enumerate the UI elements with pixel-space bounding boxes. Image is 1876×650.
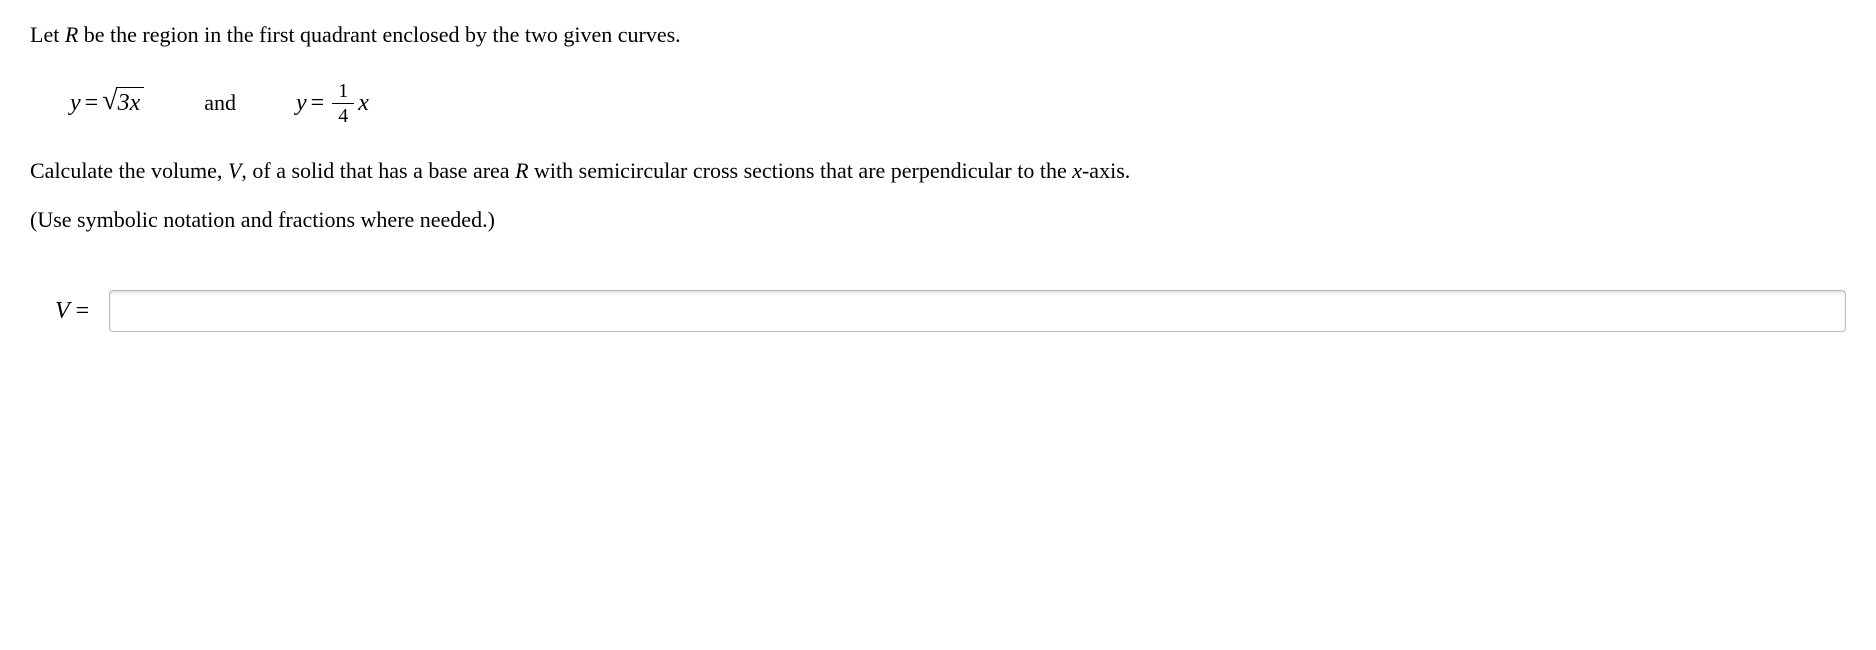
instr-prefix: Calculate the volume, xyxy=(30,158,228,183)
fraction-numerator: 1 xyxy=(332,81,354,104)
eq2-rhs-var: x xyxy=(358,87,369,121)
intro-suffix: be the region in the first quadrant encl… xyxy=(78,22,680,47)
answer-equals: = xyxy=(70,298,90,324)
answer-row: V = xyxy=(55,290,1846,332)
sqrt-expression: √ 3x xyxy=(102,87,144,119)
instr-mid1: , of a solid that has a base area xyxy=(241,158,515,183)
equation-connector: and xyxy=(204,88,236,119)
equation-2: y = 1 4 x xyxy=(296,81,369,126)
region-variable-2: R xyxy=(515,158,528,183)
sqrt-content: 3x xyxy=(116,87,145,119)
equations-row: y = √ 3x and y = 1 4 x xyxy=(70,81,1846,126)
eq2-lhs: y xyxy=(296,87,307,121)
equation-1: y = √ 3x xyxy=(70,87,144,121)
problem-intro: Let R be the region in the first quadran… xyxy=(30,20,1846,51)
instr-suffix: -axis. xyxy=(1082,158,1130,183)
answer-label: V = xyxy=(55,295,89,329)
eq1-equals: = xyxy=(85,87,99,121)
instruction-line: Calculate the volume, V, of a solid that… xyxy=(30,156,1846,187)
instr-mid2: with semicircular cross sections that ar… xyxy=(529,158,1073,183)
axis-variable: x xyxy=(1072,158,1082,183)
eq2-equals: = xyxy=(311,87,325,121)
answer-input[interactable] xyxy=(109,290,1846,332)
volume-variable: V xyxy=(228,158,241,183)
intro-prefix: Let xyxy=(30,22,65,47)
region-variable: R xyxy=(65,22,78,47)
eq1-lhs: y xyxy=(70,87,81,121)
fraction-denominator: 4 xyxy=(332,104,354,126)
note-line: (Use symbolic notation and fractions whe… xyxy=(30,205,1846,236)
answer-var: V xyxy=(55,298,70,324)
fraction: 1 4 xyxy=(332,81,354,126)
